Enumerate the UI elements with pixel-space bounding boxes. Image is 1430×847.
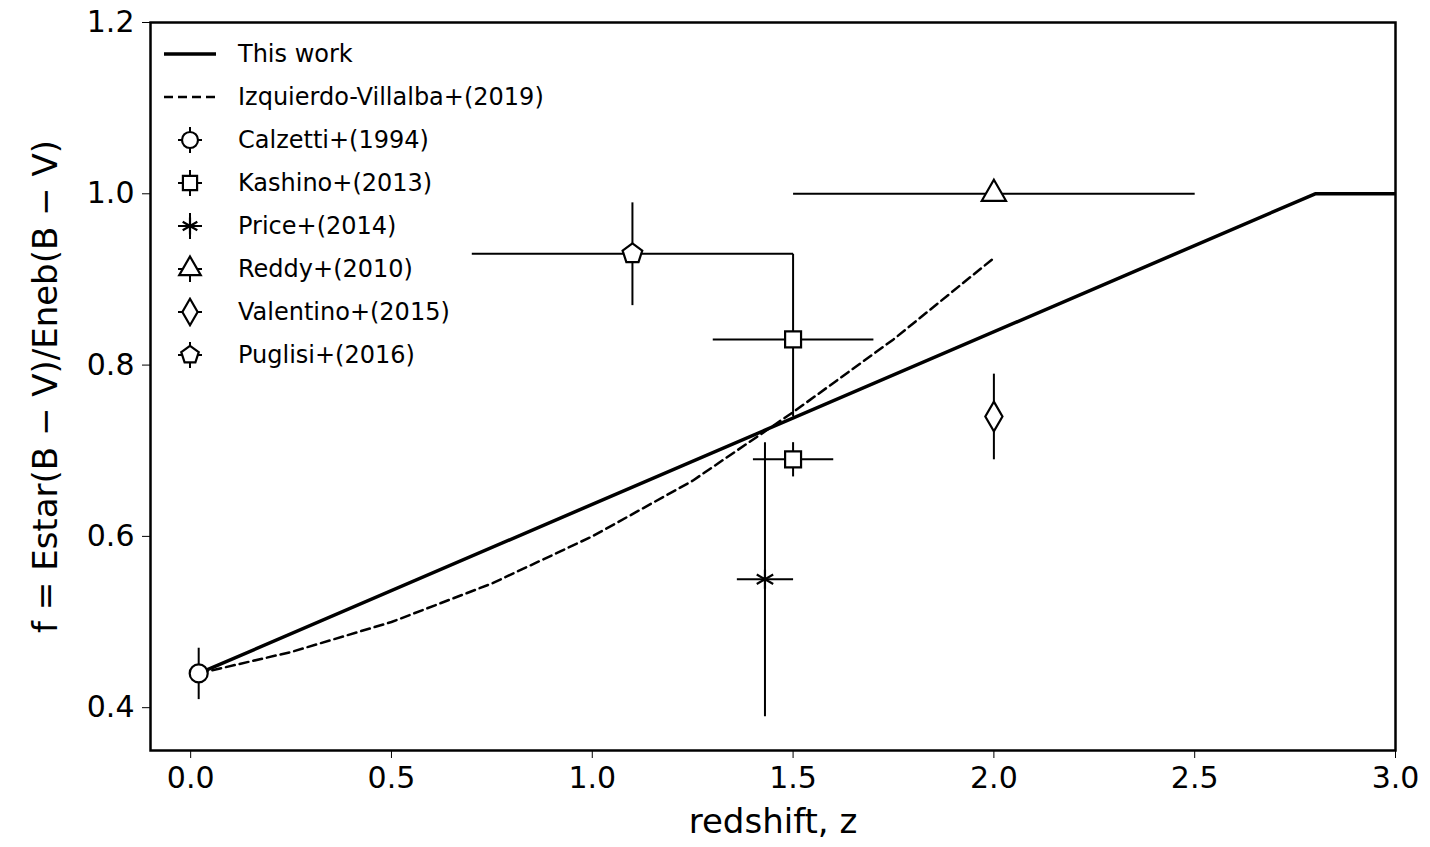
html-text:Reddy+(2010): Reddy+(2010) <box>238 254 413 283</box>
svg-text:0.8: 0.8 <box>87 347 135 382</box>
html-text:Izquierdo-Villalba+(2019): Izquierdo-Villalba+(2019) <box>238 82 544 111</box>
svg-text:2.0: 2.0 <box>970 760 1018 795</box>
svg-text:3.0: 3.0 <box>1372 760 1420 795</box>
svg-text:1.0: 1.0 <box>568 760 616 795</box>
svg-text:0.4: 0.4 <box>87 689 135 724</box>
html-text:Valentino+(2015): Valentino+(2015) <box>238 297 450 326</box>
svg-text:2.5: 2.5 <box>1171 760 1219 795</box>
html-text:Price+(2014): Price+(2014) <box>238 211 397 240</box>
svg-text:1.0: 1.0 <box>87 175 135 210</box>
svg-text:0.6: 0.6 <box>87 518 135 553</box>
svg-text:redshift, z: redshift, z <box>689 801 858 841</box>
svg-text:1.2: 1.2 <box>87 4 135 39</box>
html-text:This work: This work <box>238 39 353 68</box>
svg-text:1.5: 1.5 <box>769 760 817 795</box>
svg-text:0.5: 0.5 <box>368 760 416 795</box>
html-text:Kashino+(2013): Kashino+(2013) <box>238 168 433 197</box>
html-text:Calzetti+(1994): Calzetti+(1994) <box>238 125 429 154</box>
svg-text:f = Estar(B − V)/Eneb(B − V): f = Estar(B − V)/Eneb(B − V) <box>25 140 65 633</box>
html-text:Puglisi+(2016): Puglisi+(2016) <box>238 340 415 369</box>
svg-text:0.0: 0.0 <box>167 760 215 795</box>
